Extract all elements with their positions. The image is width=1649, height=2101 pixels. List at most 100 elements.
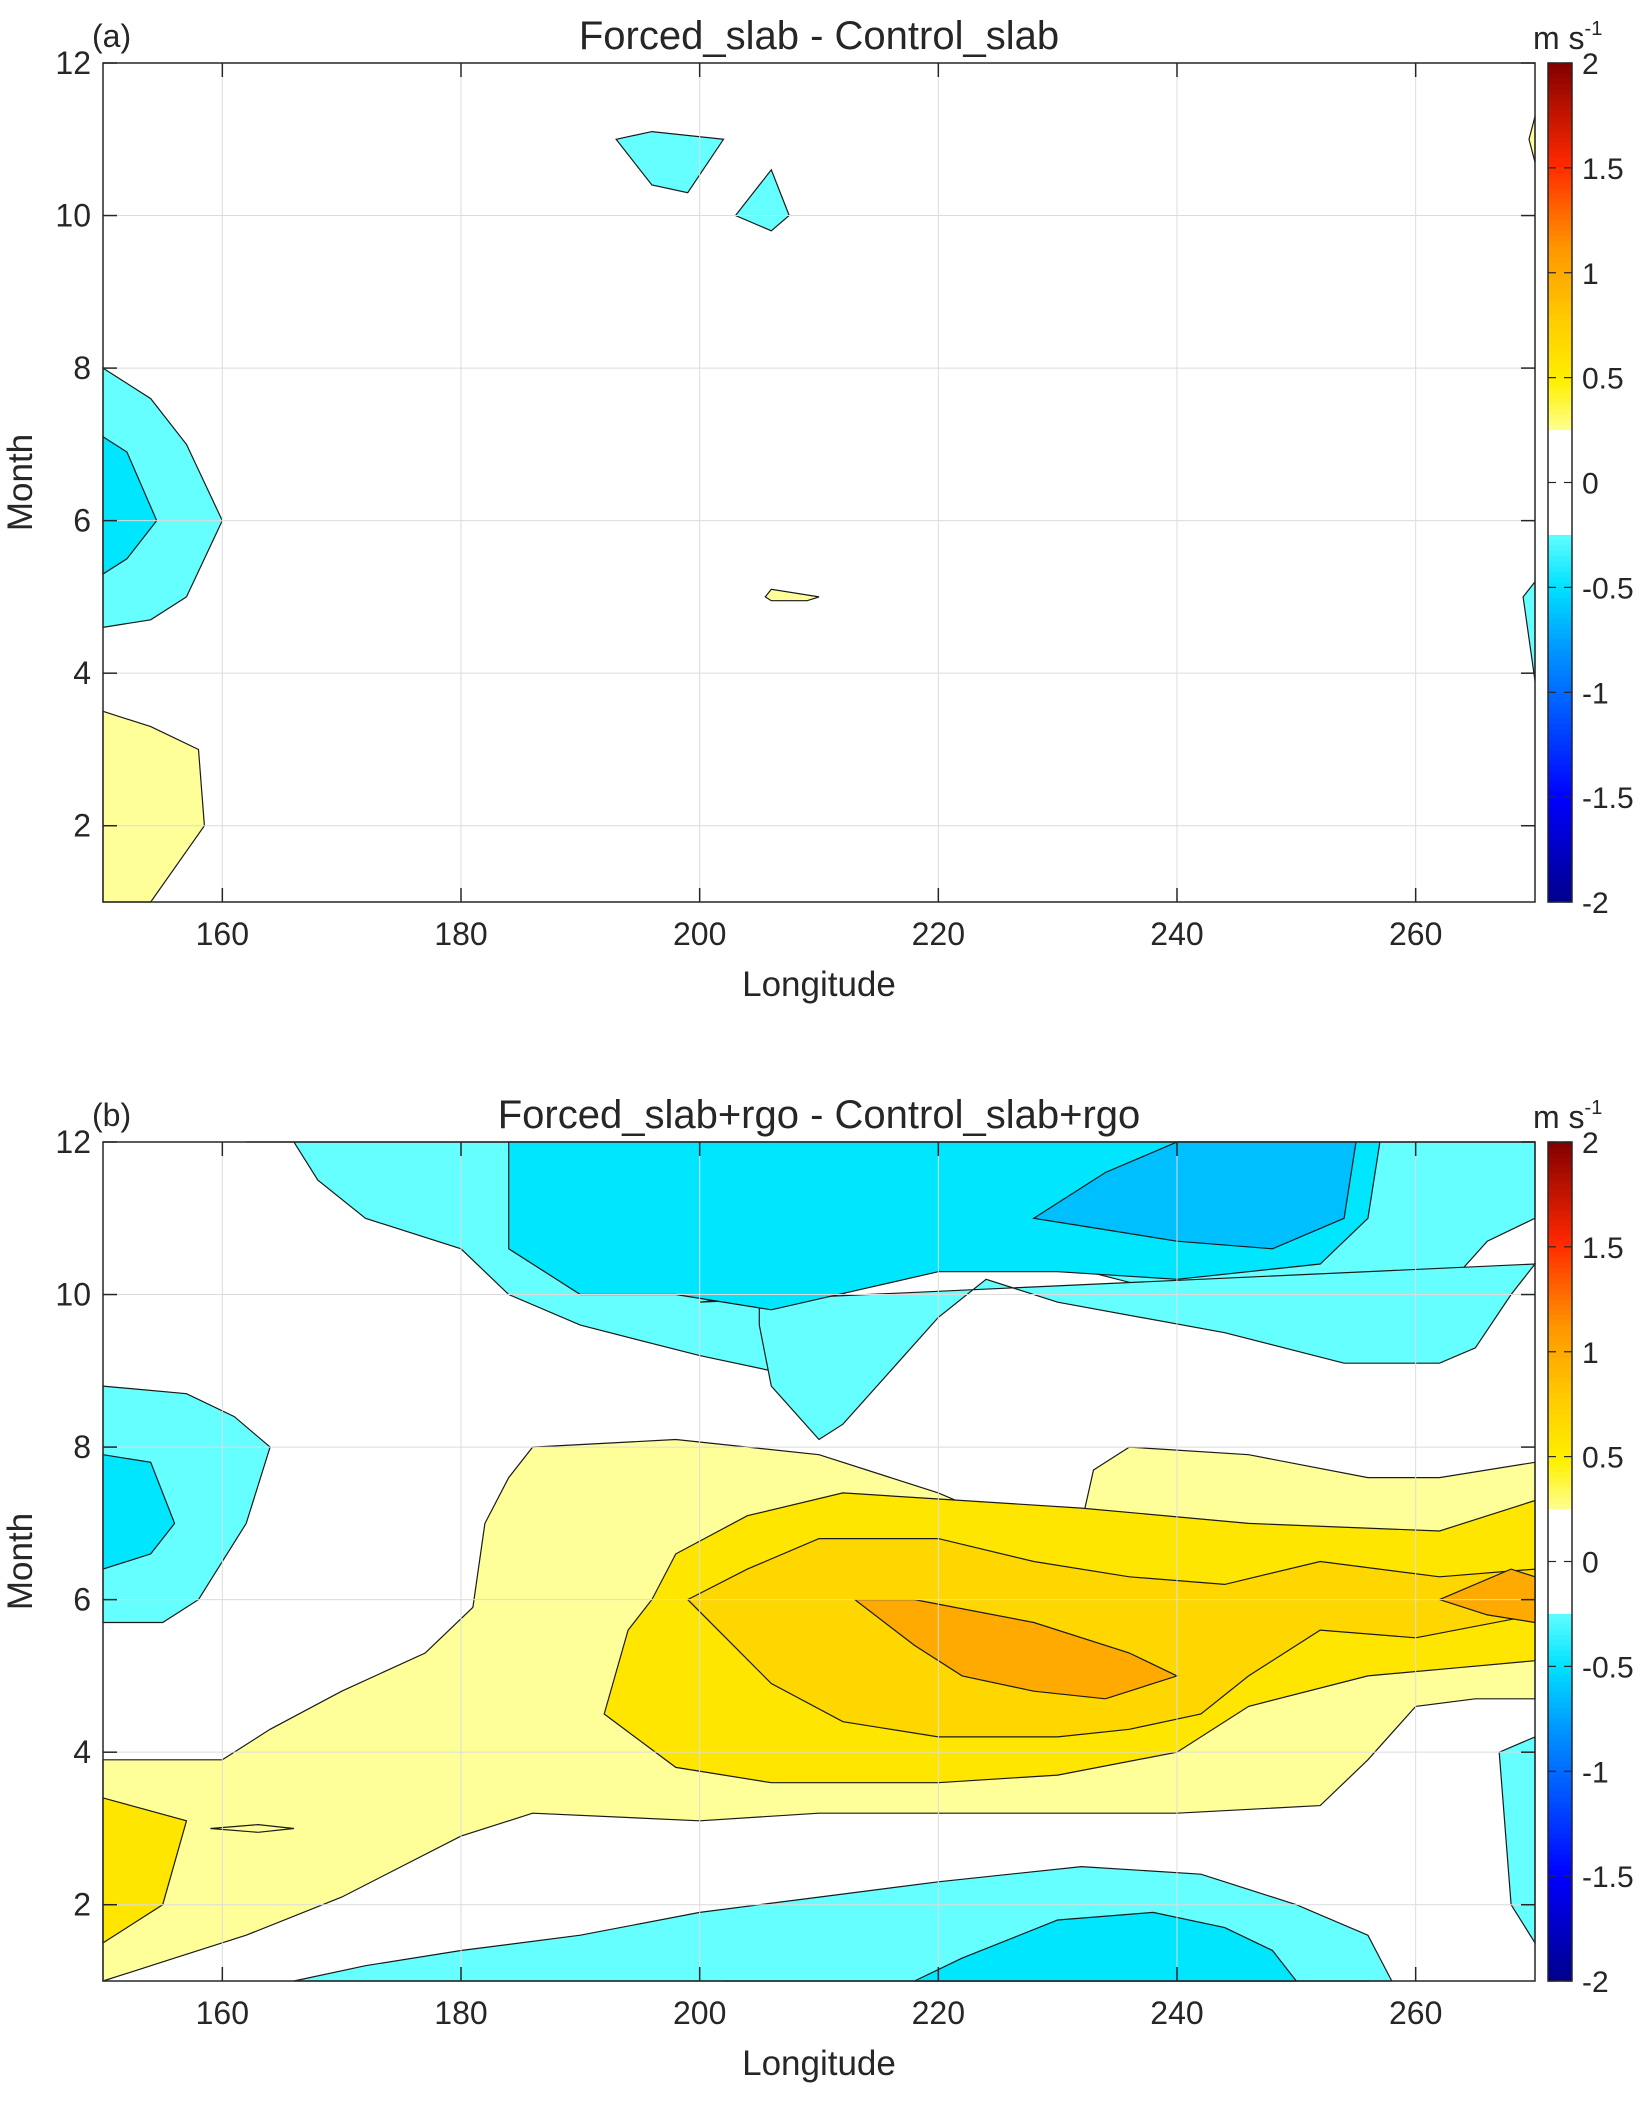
colorbar-segment [1548, 503, 1572, 510]
colorbar-segment [1548, 1739, 1572, 1746]
colorbar-segment [1548, 660, 1572, 667]
colorbar-segment [1548, 1571, 1572, 1578]
colorbar-segment [1548, 655, 1572, 662]
colorbar-segment [1548, 199, 1572, 206]
colorbar-segment [1548, 1503, 1572, 1510]
colorbar-segment [1548, 613, 1572, 620]
colorbar-segment [1548, 1655, 1572, 1662]
contour-region [102, 1385, 271, 1624]
colorbar-segment [1548, 1288, 1572, 1295]
colorbar-segment [1548, 1613, 1572, 1620]
colorbar-segment [1548, 1923, 1572, 1930]
colorbar-segment [1548, 1902, 1572, 1909]
colorbar-segment [1548, 304, 1572, 311]
colorbar-segment [1548, 1398, 1572, 1405]
colorbar-segment [1548, 146, 1572, 153]
x-tick-label: 200 [673, 1995, 726, 2031]
colorbar-segment [1548, 791, 1572, 798]
colorbar-segment [1548, 215, 1572, 221]
colorbar-segment [1548, 356, 1572, 363]
colorbar-segment [1548, 1734, 1572, 1741]
colorbar-segment [1548, 1965, 1572, 1972]
colorbar-segment [1548, 183, 1572, 190]
colorbar-segment [1548, 1802, 1572, 1809]
colorbar-segment [1548, 1939, 1572, 1945]
x-tick-label: 180 [434, 916, 487, 952]
colorbar-segment [1548, 298, 1572, 305]
colorbar-segment [1548, 881, 1572, 887]
colorbar-segment [1548, 1750, 1572, 1757]
colorbar-segment [1548, 854, 1572, 861]
colorbar-segment [1548, 283, 1572, 290]
colorbar-segment [1548, 1619, 1572, 1626]
colorbar-tick-label: 0 [1582, 468, 1599, 501]
colorbar-segment [1548, 83, 1572, 90]
colorbar-segment [1548, 125, 1572, 132]
colorbar-segment [1548, 728, 1572, 735]
colorbar-segment [1548, 1849, 1572, 1856]
x-tick-label: 220 [912, 1995, 965, 2031]
colorbar-segment [1548, 367, 1572, 373]
colorbar-segment [1548, 781, 1572, 788]
colorbar-segment [1548, 812, 1572, 819]
colorbar-segment [1548, 786, 1572, 793]
colorbar-unit-exponent: -1 [1585, 18, 1603, 40]
colorbar-segment [1548, 1745, 1572, 1751]
colorbar-segment [1548, 1891, 1572, 1898]
colorbar-segment [1548, 1231, 1572, 1237]
colorbar-segment [1548, 891, 1572, 898]
y-tick-label: 4 [73, 1734, 91, 1770]
colorbar-segment [1548, 1598, 1572, 1605]
colorbar-segment [1548, 650, 1572, 657]
colorbar-segment [1548, 68, 1572, 75]
colorbar-segment [1548, 1566, 1572, 1573]
colorbar-segment [1548, 1907, 1572, 1914]
colorbar-segment [1548, 1813, 1572, 1820]
colorbar-segment [1548, 529, 1572, 536]
colorbar-segment [1548, 734, 1572, 741]
colorbar-segment [1548, 1183, 1572, 1190]
y-tick-label: 2 [73, 808, 91, 844]
colorbar-segment [1548, 188, 1572, 195]
axes-box [102, 62, 1536, 903]
colorbar-segment [1548, 1425, 1572, 1432]
colorbar-segment [1548, 1514, 1572, 1521]
colorbar-segment [1548, 629, 1572, 636]
colorbar-segment [1548, 1928, 1572, 1935]
panel-b: 160 180 200 220 240 26024681012LongitudeMonth… [1, 1093, 1634, 2083]
colorbar-tick-label: -1 [1582, 677, 1609, 710]
colorbar-segment [1548, 1918, 1572, 1924]
colorbar-segment [1548, 335, 1572, 342]
colorbar-segment [1548, 687, 1572, 693]
colorbar-segment [1548, 797, 1572, 803]
colorbar-segment [1548, 555, 1572, 562]
colorbar-segment [1548, 236, 1572, 242]
colorbar-segment [1548, 445, 1572, 452]
colorbar-segment [1548, 388, 1572, 394]
colorbar-tick-label: 1 [1582, 1337, 1599, 1370]
colorbar-segment [1548, 1519, 1572, 1526]
colorbar-segment [1548, 823, 1572, 830]
colorbar-segment [1548, 419, 1572, 426]
colorbar-segment [1548, 372, 1572, 379]
colorbar-segment [1548, 1493, 1572, 1500]
colorbar-segment [1548, 749, 1572, 756]
contour-region [764, 588, 820, 602]
colorbar-segment [1548, 1676, 1572, 1683]
y-tick-label: 10 [55, 198, 91, 234]
colorbar-segment [1548, 1299, 1572, 1306]
colorbar-segment [1548, 802, 1572, 809]
colorbar-segment [1548, 828, 1572, 835]
y-tick-label: 6 [73, 1582, 91, 1618]
colorbar-segment [1548, 351, 1572, 358]
colorbar-segment [1548, 1540, 1572, 1547]
colorbar-segment [1548, 597, 1572, 604]
colorbar-segment [1548, 1273, 1572, 1279]
colorbar-segment [1548, 718, 1572, 725]
colorbar-segment [1548, 1488, 1572, 1494]
colorbar-segment [1548, 1708, 1572, 1715]
colorbar-segment [1548, 671, 1572, 678]
colorbar-segment [1548, 1320, 1572, 1327]
colorbar-segment [1548, 765, 1572, 772]
colorbar-segment [1548, 1876, 1572, 1882]
